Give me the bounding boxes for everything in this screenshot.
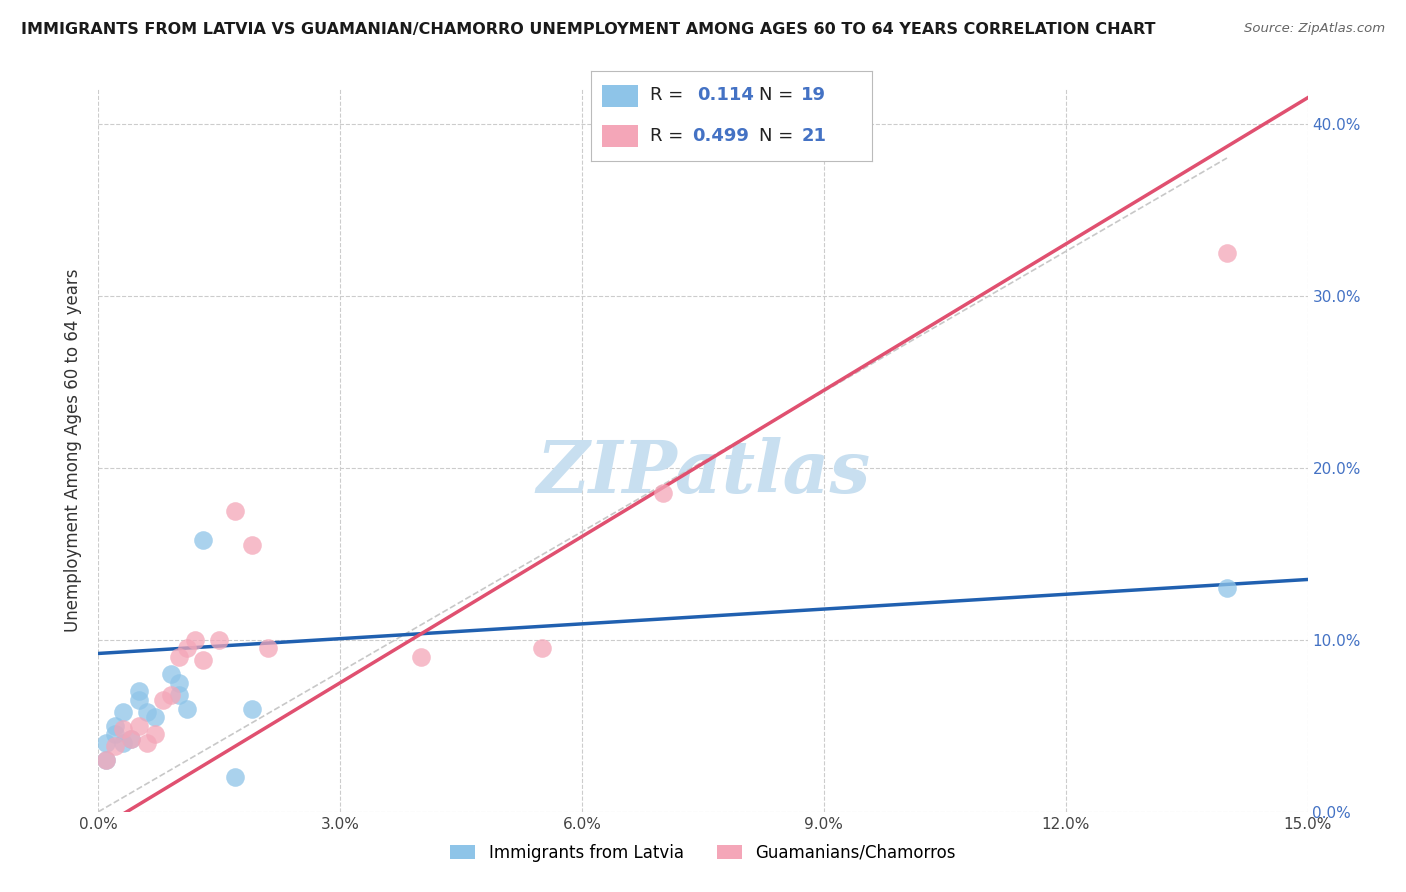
Point bbox=[1216, 245, 1239, 260]
Text: ZIPatlas: ZIPatlas bbox=[536, 437, 870, 508]
Point bbox=[409, 649, 432, 664]
Point bbox=[224, 770, 246, 784]
Point bbox=[176, 641, 198, 656]
Text: 21: 21 bbox=[801, 127, 827, 145]
Point bbox=[128, 693, 150, 707]
Point bbox=[160, 667, 183, 681]
Point bbox=[167, 649, 190, 664]
Point bbox=[256, 641, 278, 656]
Text: N =: N = bbox=[759, 127, 799, 145]
Text: Source: ZipAtlas.com: Source: ZipAtlas.com bbox=[1244, 22, 1385, 36]
Point bbox=[111, 736, 134, 750]
Text: 19: 19 bbox=[801, 87, 827, 104]
Point bbox=[143, 710, 166, 724]
Point bbox=[120, 732, 142, 747]
Point bbox=[167, 675, 190, 690]
Bar bbox=[602, 85, 638, 107]
Point bbox=[128, 719, 150, 733]
Text: N =: N = bbox=[759, 87, 799, 104]
Point bbox=[240, 538, 263, 552]
Point bbox=[135, 705, 157, 719]
Point bbox=[193, 533, 215, 547]
Point bbox=[103, 739, 125, 754]
Point bbox=[160, 688, 183, 702]
Legend: Immigrants from Latvia, Guamanians/Chamorros: Immigrants from Latvia, Guamanians/Chamo… bbox=[443, 837, 963, 869]
Point bbox=[96, 753, 118, 767]
Point bbox=[96, 753, 118, 767]
Point bbox=[1216, 581, 1239, 595]
Point bbox=[208, 632, 231, 647]
Bar bbox=[602, 125, 638, 147]
Point bbox=[152, 693, 174, 707]
Text: 0.499: 0.499 bbox=[692, 127, 748, 145]
Y-axis label: Unemployment Among Ages 60 to 64 years: Unemployment Among Ages 60 to 64 years bbox=[65, 268, 83, 632]
Point bbox=[135, 736, 157, 750]
Point bbox=[224, 503, 246, 517]
Point bbox=[103, 727, 125, 741]
Point bbox=[530, 641, 553, 656]
Text: IMMIGRANTS FROM LATVIA VS GUAMANIAN/CHAMORRO UNEMPLOYMENT AMONG AGES 60 TO 64 YE: IMMIGRANTS FROM LATVIA VS GUAMANIAN/CHAM… bbox=[21, 22, 1156, 37]
Text: R =: R = bbox=[650, 127, 689, 145]
Point bbox=[167, 688, 190, 702]
Point bbox=[176, 701, 198, 715]
Point bbox=[128, 684, 150, 698]
Point bbox=[96, 736, 118, 750]
Point bbox=[143, 727, 166, 741]
Point bbox=[103, 719, 125, 733]
Point bbox=[111, 705, 134, 719]
Text: 0.114: 0.114 bbox=[697, 87, 754, 104]
Point bbox=[240, 701, 263, 715]
Point bbox=[111, 722, 134, 736]
Point bbox=[120, 732, 142, 747]
Text: R =: R = bbox=[650, 87, 689, 104]
Point bbox=[193, 653, 215, 667]
Point bbox=[651, 486, 673, 500]
Point bbox=[184, 632, 207, 647]
